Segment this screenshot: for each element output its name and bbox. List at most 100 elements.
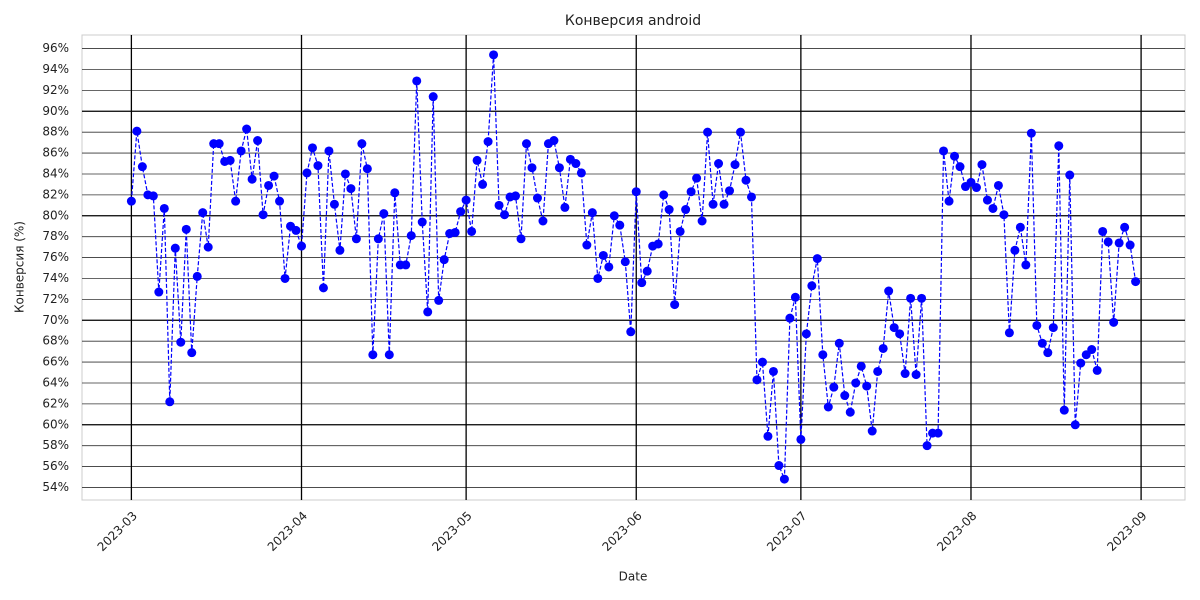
data-point [368, 350, 378, 360]
data-point [390, 188, 400, 198]
data-point [790, 292, 800, 302]
data-point [335, 245, 345, 255]
data-point [242, 124, 252, 134]
data-point [1026, 128, 1036, 138]
data-point [895, 329, 905, 339]
data-point [807, 281, 817, 291]
data-point [148, 191, 158, 201]
y-tick-label: 96% [42, 41, 69, 55]
data-point [873, 366, 883, 376]
data-point [757, 357, 767, 367]
data-point [1032, 320, 1042, 330]
data-point [681, 205, 691, 215]
data-point [489, 50, 499, 60]
data-point [889, 323, 899, 333]
y-tick-label: 90% [42, 104, 69, 118]
data-point [697, 216, 707, 226]
y-tick-label: 80% [42, 208, 69, 222]
data-point [401, 260, 411, 270]
data-point [840, 391, 850, 401]
data-point [247, 174, 257, 184]
y-tick-label: 76% [42, 250, 69, 264]
x-tick-label: 2023-03 [95, 509, 140, 554]
data-point [412, 76, 422, 86]
data-point [307, 143, 317, 153]
data-point [450, 227, 460, 237]
data-point [598, 250, 608, 260]
data-point [604, 262, 614, 272]
data-point [137, 162, 147, 172]
data-point [1103, 237, 1113, 247]
data-point [829, 382, 839, 392]
data-point [675, 226, 685, 236]
data-point [1114, 238, 1124, 248]
data-point [428, 92, 438, 102]
data-point [977, 160, 987, 170]
data-point [818, 350, 828, 360]
data-point [297, 241, 307, 251]
chart-title: Конверсия android [565, 13, 701, 29]
y-tick-label: 82% [42, 187, 69, 201]
data-point [554, 163, 564, 173]
data-point [593, 273, 603, 283]
data-point [1076, 358, 1086, 368]
data-point [922, 441, 932, 451]
y-tick-label: 88% [42, 125, 69, 139]
data-point [993, 180, 1003, 190]
data-point [532, 193, 542, 203]
data-point [434, 295, 444, 305]
data-point [231, 196, 241, 206]
data-point [516, 234, 526, 244]
data-point [741, 175, 751, 185]
data-point [176, 337, 186, 347]
data-point [379, 209, 389, 219]
data-point [159, 203, 169, 213]
data-point [236, 146, 246, 156]
y-tick-label: 56% [42, 459, 69, 473]
x-tick-label: 2023-07 [764, 509, 809, 554]
data-point [423, 307, 433, 317]
data-point [823, 402, 833, 412]
data-point [1048, 323, 1058, 333]
data-point [384, 350, 394, 360]
data-point [324, 146, 334, 156]
data-point [456, 207, 466, 217]
data-point [653, 239, 663, 249]
y-tick-label: 84% [42, 166, 69, 180]
data-point [587, 208, 597, 218]
data-point [181, 224, 191, 234]
y-tick-label: 54% [42, 480, 69, 494]
data-point [670, 300, 680, 310]
data-point [439, 255, 449, 265]
data-point [1125, 240, 1135, 250]
data-point [933, 428, 943, 438]
data-point [478, 179, 488, 189]
data-point [291, 225, 301, 235]
data-point [1021, 260, 1031, 270]
data-point [719, 199, 729, 209]
data-point [774, 461, 784, 471]
data-point [906, 293, 916, 303]
y-tick-label: 58% [42, 438, 69, 452]
data-point [950, 151, 960, 161]
x-tick-label: 2023-05 [429, 509, 474, 554]
data-point [192, 271, 202, 281]
data-point [571, 159, 581, 169]
data-point [703, 127, 713, 137]
data-point [801, 329, 811, 339]
data-point [357, 139, 367, 149]
data-point [269, 171, 279, 181]
data-point [609, 211, 619, 221]
data-point [856, 361, 866, 371]
y-tick-label: 68% [42, 334, 69, 348]
data-point [362, 164, 372, 174]
data-point [1131, 277, 1141, 287]
data-point [511, 191, 521, 201]
data-point [714, 159, 724, 169]
data-point [796, 434, 806, 444]
data-point [692, 173, 702, 183]
data-point [736, 127, 746, 137]
data-point [1043, 348, 1053, 358]
data-point [340, 169, 350, 179]
data-point [955, 162, 965, 172]
